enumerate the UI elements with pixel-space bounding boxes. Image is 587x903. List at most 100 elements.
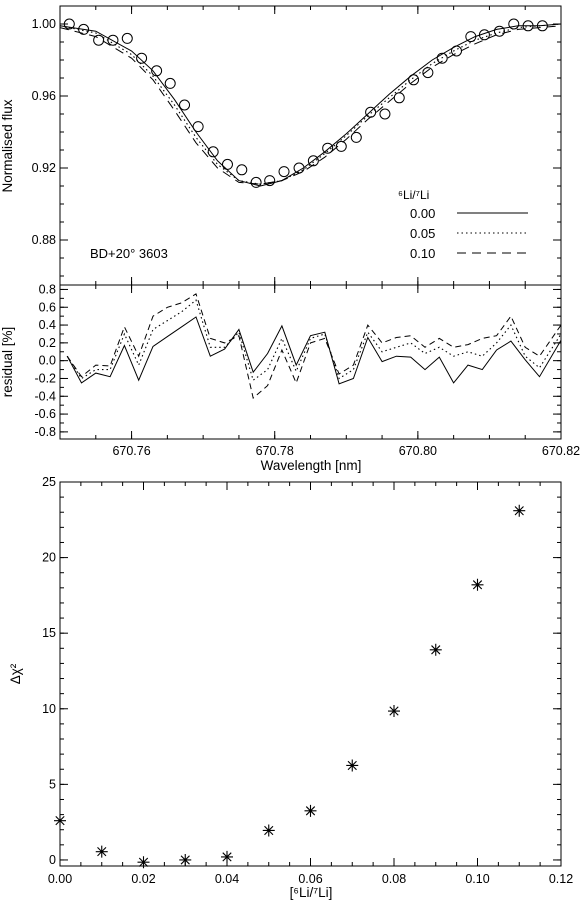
residual-line-0.10 xyxy=(66,293,562,400)
observed-point xyxy=(422,67,434,79)
observed-point xyxy=(151,65,163,77)
delta-chi2-point xyxy=(471,578,484,591)
delta-chi2-points xyxy=(54,504,526,869)
residual-line-0.00 xyxy=(66,316,562,385)
delta-chi2-xtick-label: 0.04 xyxy=(215,872,239,886)
legend-title: ⁶Li/⁷Li xyxy=(398,188,429,202)
residual-ytick-label: 0.4 xyxy=(39,318,56,332)
residual-lines xyxy=(66,293,562,400)
spectrum-axis-ticks: 0.88 0.92 0.96 1.00 xyxy=(32,5,562,285)
observed-point xyxy=(350,131,362,143)
delta-chi2-point xyxy=(262,824,275,837)
delta-chi2-point xyxy=(95,845,108,858)
observed-point xyxy=(192,121,204,133)
delta-chi2-panel: 0 5 10 15 20 25 0.00 0.02 0.04 0.06 0.08 0.10 0.12 Δ… xyxy=(8,475,573,900)
observed-point xyxy=(179,99,191,111)
observed-point xyxy=(365,106,377,118)
spectrum-model-line-0.00 xyxy=(59,23,562,187)
residual-xtick-label: 670.76 xyxy=(112,444,150,458)
spectrum-ytick-label: 0.96 xyxy=(32,89,56,103)
delta-chi2-xtick-label: 0.00 xyxy=(48,872,72,886)
delta-chi2-point xyxy=(54,814,66,827)
residual-xtick-label: 670.78 xyxy=(256,444,294,458)
observed-point xyxy=(93,34,105,46)
observed-point xyxy=(393,92,405,104)
delta-chi2-point xyxy=(221,850,233,863)
spectrum-plot-frame xyxy=(59,5,562,286)
residual-ytick-label: 0.8 xyxy=(39,282,56,296)
observed-point xyxy=(264,175,276,187)
delta-chi2-point xyxy=(179,853,192,866)
observed-point xyxy=(164,77,176,89)
residual-axis-ticks: -0.8 -0.6 -0.4 -0.2 0.0 0.2 0.4 0.6 0.8 670.76 670… xyxy=(34,282,580,458)
observed-point xyxy=(436,52,448,64)
observed-point xyxy=(465,31,477,43)
observed-point xyxy=(293,162,305,174)
delta-chi2-ytick-label: 10 xyxy=(42,702,56,716)
observed-point xyxy=(493,25,505,37)
legend-label-0.10: 0.10 xyxy=(410,246,435,261)
residual-ytick-label: 0.0 xyxy=(39,354,56,368)
legend-label-0.05: 0.05 xyxy=(410,226,435,241)
residual-xtick-label: 670.82 xyxy=(542,444,580,458)
delta-chi2-xtick-label: 0.02 xyxy=(131,872,155,886)
observed-point xyxy=(451,45,463,57)
spectrum-legend: ⁶Li/⁷Li 0.00 0.05 0.10 xyxy=(398,188,528,261)
residual-ytick-label: -0.2 xyxy=(34,371,56,385)
residual-ytick-label: 0.6 xyxy=(39,300,56,314)
residual-ytick-label: -0.4 xyxy=(34,389,56,403)
spectrum-observed-points xyxy=(63,18,548,188)
spectrum-ytick-label: 0.92 xyxy=(32,161,56,175)
observed-point xyxy=(522,20,534,32)
delta-chi2-ytick-label: 20 xyxy=(42,551,56,565)
legend-label-0.00: 0.00 xyxy=(410,206,435,221)
delta-chi2-point xyxy=(513,504,526,517)
delta-chi2-point xyxy=(346,759,359,772)
observed-point xyxy=(478,29,490,41)
delta-chi2-ylabel: Δχ² xyxy=(8,663,23,684)
delta-chi2-ytick-label: 5 xyxy=(49,777,56,791)
observed-point xyxy=(136,52,148,64)
observed-point xyxy=(78,23,90,35)
residual-xtick-label: 670.80 xyxy=(399,444,437,458)
observed-point xyxy=(221,158,233,170)
observed-point xyxy=(107,34,119,46)
residual-ytick-label: -0.8 xyxy=(34,425,56,439)
residual-ytick-label: 0.2 xyxy=(39,336,56,350)
delta-chi2-point xyxy=(388,705,400,718)
observed-point xyxy=(307,155,319,167)
delta-chi2-point xyxy=(137,856,150,869)
spectrum-panel: 0.88 0.92 0.96 1.00 Normalised flux BD+20° … xyxy=(0,5,562,286)
spectrum-ytick-label: 1.00 xyxy=(32,17,56,31)
star-annotation: BD+20° 3603 xyxy=(90,246,168,261)
observed-point xyxy=(121,32,133,44)
delta-chi2-xtick-label: 0.06 xyxy=(298,872,322,886)
observed-point xyxy=(408,74,420,86)
delta-chi2-ytick-label: 25 xyxy=(42,475,56,489)
observed-point xyxy=(536,20,548,32)
residual-xlabel: Wavelength [nm] xyxy=(261,458,362,473)
residual-plot-frame xyxy=(59,284,562,440)
residual-panel: -0.8 -0.6 -0.4 -0.2 0.0 0.2 0.4 0.6 0.8 670.76 670… xyxy=(0,282,580,473)
observed-point xyxy=(322,142,334,154)
delta-chi2-axis-ticks: 0 5 10 15 20 25 0.00 0.02 0.04 0.06 0.08 0.10 0.12 xyxy=(42,475,573,886)
delta-chi2-point xyxy=(429,643,442,656)
delta-chi2-xlabel: [⁶Li/⁷Li] xyxy=(290,885,333,900)
observed-point xyxy=(207,146,219,158)
observed-point xyxy=(508,18,520,30)
observed-point xyxy=(63,18,75,30)
spectrum-model-line-0.10 xyxy=(59,25,562,185)
observed-point xyxy=(335,140,347,152)
delta-chi2-ytick-label: 0 xyxy=(49,853,56,867)
observed-point xyxy=(236,164,248,176)
observed-point xyxy=(250,176,262,188)
spectrum-ytick-label: 0.88 xyxy=(32,233,56,247)
residual-ylabel: residual [%] xyxy=(0,327,15,398)
delta-chi2-xtick-label: 0.08 xyxy=(382,872,406,886)
observed-point xyxy=(379,108,391,120)
observed-point xyxy=(278,166,290,178)
spectrum-ylabel: Normalised flux xyxy=(0,99,15,192)
spectrum-model-line-0.05 xyxy=(59,23,562,185)
delta-chi2-xtick-label: 0.10 xyxy=(465,872,489,886)
